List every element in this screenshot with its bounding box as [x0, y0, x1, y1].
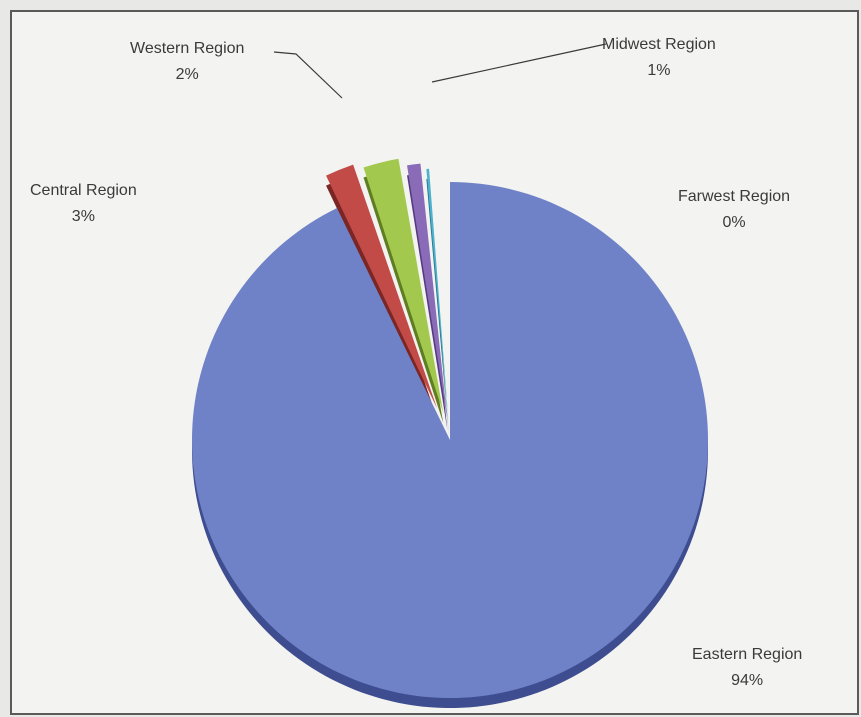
label-midwest-region: Midwest Region 1%: [602, 32, 716, 84]
pie-slice-farwest: [426, 168, 449, 427]
pie-slice-western: [326, 164, 438, 409]
label-central-name: Western Region: [130, 40, 245, 57]
label-eastern-region: Eastern Region 94%: [692, 642, 802, 694]
label-central-region: Western Region 2%: [130, 36, 244, 88]
label-central-pct: 2%: [175, 66, 199, 83]
pie-slice-midwest: [407, 163, 448, 421]
leader-line-central: [273, 51, 343, 99]
pie-chart: [191, 43, 709, 708]
label-eastern-name: Eastern Region: [692, 646, 803, 663]
label-farwest-pct: 0%: [722, 214, 746, 231]
label-western-region: Central Region 3%: [30, 178, 137, 230]
pie-slice-edge-farwest: [426, 178, 449, 437]
label-farwest-name: Farwest Region: [678, 188, 791, 205]
label-eastern-pct: 94%: [731, 672, 764, 689]
label-western-name: Central Region: [30, 182, 137, 199]
leader-line-midwest: [431, 43, 607, 83]
pie-slice-eastern: [191, 182, 709, 699]
pie-slice-edge-midwest: [407, 173, 448, 431]
pie-slice-edge-central: [363, 168, 444, 423]
pie-slice-central: [363, 158, 444, 413]
chart-frame: Western Region 2% Midwest Region 1% Cent…: [10, 10, 859, 715]
label-farwest-region: Farwest Region 0%: [678, 184, 790, 236]
label-midwest-pct: 1%: [647, 62, 671, 79]
label-western-pct: 3%: [71, 208, 95, 225]
label-midwest-name: Midwest Region: [602, 36, 716, 53]
